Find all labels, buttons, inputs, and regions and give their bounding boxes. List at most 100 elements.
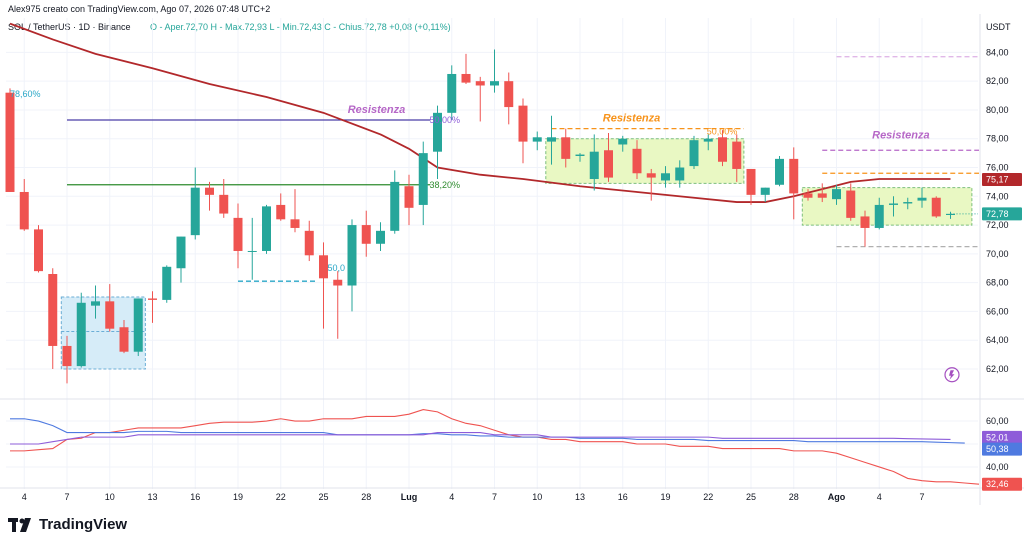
bearish-candle[interactable] bbox=[62, 345, 72, 367]
bearish-candle[interactable] bbox=[860, 216, 870, 228]
bearish-candle[interactable] bbox=[34, 229, 43, 272]
symbol-line[interactable]: SOL / TetherUS · 1D · Binance bbox=[8, 22, 131, 32]
bearish-candle[interactable] bbox=[632, 148, 642, 174]
bearish-candle[interactable] bbox=[219, 194, 229, 214]
bearish-candle[interactable] bbox=[461, 73, 471, 83]
bullish-candle[interactable] bbox=[162, 266, 172, 300]
bullish-candle[interactable] bbox=[874, 204, 884, 228]
bullish-candle[interactable] bbox=[689, 140, 699, 167]
bullish-candle[interactable] bbox=[247, 250, 257, 252]
oscillator-line[interactable] bbox=[10, 409, 980, 485]
fibonacci-level-label: 38,20% bbox=[430, 180, 461, 190]
price-tick-label: 66,00 bbox=[986, 306, 1009, 316]
bearish-candle[interactable] bbox=[732, 141, 742, 169]
fibonacci-level-label: 50,00% bbox=[707, 127, 738, 137]
bullish-candle[interactable] bbox=[575, 154, 585, 156]
bullish-candle[interactable] bbox=[91, 301, 100, 306]
bearish-candle[interactable] bbox=[817, 193, 827, 198]
bullish-candle[interactable] bbox=[775, 158, 784, 185]
consolidation-zone[interactable] bbox=[801, 187, 973, 226]
bearish-candle[interactable] bbox=[276, 204, 286, 220]
bullish-candle[interactable] bbox=[347, 225, 357, 286]
bearish-candle[interactable] bbox=[931, 197, 941, 217]
time-tick-label: 7 bbox=[492, 492, 497, 502]
bullish-candle[interactable] bbox=[190, 187, 200, 236]
bullish-candle[interactable] bbox=[618, 138, 628, 145]
flash-icon[interactable] bbox=[944, 367, 960, 383]
bullish-candle[interactable] bbox=[589, 151, 599, 180]
bearish-candle[interactable] bbox=[361, 225, 371, 244]
consolidation-zone[interactable] bbox=[60, 296, 146, 370]
bearish-candle[interactable] bbox=[604, 150, 613, 178]
bearish-candle[interactable] bbox=[19, 191, 29, 230]
bullish-candle[interactable] bbox=[447, 73, 457, 113]
oscillator-line[interactable] bbox=[10, 418, 965, 444]
bearish-candle[interactable] bbox=[561, 137, 571, 159]
price-tick-label: 78,00 bbox=[986, 134, 1009, 144]
oscillator-badge bbox=[982, 442, 1022, 456]
bullish-candle[interactable] bbox=[433, 112, 442, 152]
bearish-candle[interactable] bbox=[518, 105, 528, 142]
bearish-candle[interactable] bbox=[105, 301, 115, 329]
price-tick-label: 70,00 bbox=[986, 249, 1009, 259]
bullish-candle[interactable] bbox=[390, 181, 400, 231]
time-tick-label: 4 bbox=[877, 492, 882, 502]
price-tick-label: 76,00 bbox=[986, 163, 1009, 173]
bullish-candle[interactable] bbox=[532, 137, 542, 142]
bullish-candle[interactable] bbox=[176, 236, 186, 269]
bullish-candle[interactable] bbox=[547, 137, 556, 142]
bullish-candle[interactable] bbox=[675, 167, 685, 181]
bullish-candle[interactable] bbox=[903, 202, 913, 204]
bullish-candle[interactable] bbox=[832, 189, 841, 200]
flash-bolt-icon bbox=[949, 370, 955, 380]
fibonacci-level-label: 78,60% bbox=[10, 89, 41, 99]
bearish-candle[interactable] bbox=[205, 187, 214, 195]
bullish-candle[interactable] bbox=[376, 230, 385, 244]
bullish-candle[interactable] bbox=[889, 203, 898, 205]
time-tick-label: 22 bbox=[276, 492, 286, 502]
time-tick-label: 22 bbox=[703, 492, 713, 502]
bullish-candle[interactable] bbox=[917, 197, 927, 201]
oscillator-line[interactable] bbox=[10, 431, 951, 445]
bearish-candle[interactable] bbox=[233, 217, 243, 251]
bullish-candle[interactable] bbox=[418, 153, 428, 205]
bearish-candle[interactable] bbox=[48, 274, 58, 346]
resistance-label: Resistenza bbox=[348, 104, 405, 116]
bearish-candle[interactable] bbox=[148, 298, 157, 300]
price-tick-label: 62,00 bbox=[986, 364, 1009, 374]
bullish-candle[interactable] bbox=[661, 173, 670, 181]
fibonacci-marker-label: 50,0 bbox=[328, 263, 346, 273]
time-tick-label: 19 bbox=[660, 492, 670, 502]
time-tick-label: 10 bbox=[105, 492, 115, 502]
bearish-candle[interactable] bbox=[319, 255, 328, 279]
time-tick-label: 13 bbox=[575, 492, 585, 502]
bearish-candle[interactable] bbox=[290, 219, 300, 228]
time-tick-label: 13 bbox=[147, 492, 157, 502]
bullish-candle[interactable] bbox=[760, 187, 770, 195]
bearish-candle[interactable] bbox=[119, 327, 129, 352]
consolidation-zone[interactable] bbox=[545, 138, 745, 184]
bearish-candle[interactable] bbox=[646, 173, 656, 178]
time-tick-label: 7 bbox=[919, 492, 924, 502]
bullish-candle[interactable] bbox=[76, 302, 86, 367]
bullish-candle[interactable] bbox=[133, 298, 143, 352]
bearish-candle[interactable] bbox=[504, 81, 514, 108]
bearish-candle[interactable] bbox=[333, 279, 343, 286]
bearish-candle[interactable] bbox=[746, 168, 756, 195]
bearish-candle[interactable] bbox=[304, 230, 314, 256]
bullish-candle[interactable] bbox=[490, 81, 499, 86]
bullish-candle[interactable] bbox=[703, 138, 713, 142]
bearish-candle[interactable] bbox=[846, 190, 856, 218]
brand-name: TradingView bbox=[39, 516, 128, 533]
ohlc-line: O - Aper.72,70 H - Max.72,93 L - Min.72,… bbox=[150, 22, 451, 32]
bullish-candle[interactable] bbox=[262, 206, 271, 251]
bearish-candle[interactable] bbox=[803, 193, 813, 198]
bearish-candle[interactable] bbox=[789, 158, 799, 194]
bearish-candle[interactable] bbox=[404, 186, 414, 208]
bullish-candle[interactable] bbox=[946, 213, 955, 215]
tradingview-logo-icon bbox=[8, 517, 31, 532]
bearish-candle[interactable] bbox=[718, 137, 727, 162]
bearish-candle[interactable] bbox=[5, 92, 15, 192]
bearish-candle[interactable] bbox=[475, 81, 485, 86]
